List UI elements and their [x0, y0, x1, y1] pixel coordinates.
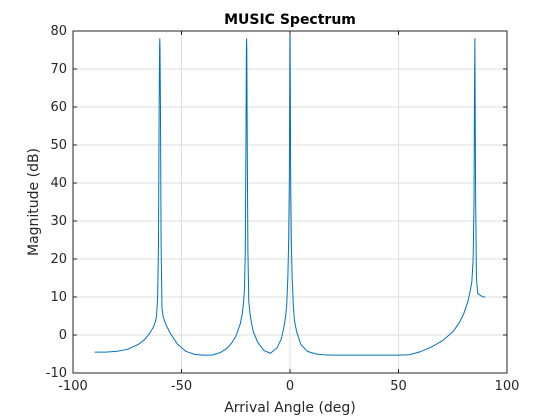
x-tick-label: 100 — [495, 379, 520, 394]
x-tick-label: -100 — [58, 379, 88, 394]
spectrum-line — [94, 34, 486, 356]
x-axis-label: Arrival Angle (deg) — [224, 400, 356, 416]
y-tick-label: 60 — [50, 100, 67, 115]
y-tick-label: -10 — [46, 366, 67, 381]
y-tick-label: 10 — [50, 290, 67, 305]
y-tick-label: 20 — [50, 252, 67, 267]
x-tick-label: 0 — [286, 379, 294, 394]
y-tick-label: 0 — [59, 328, 67, 343]
chart-title: MUSIC Spectrum — [224, 12, 356, 28]
x-tick-label: -50 — [171, 379, 192, 394]
y-tick-label: 80 — [50, 24, 67, 39]
y-tick-label: 30 — [50, 214, 67, 229]
tick-marks — [72, 30, 508, 374]
y-tick-label: 70 — [50, 62, 67, 77]
y-axis-label: Magnitude (dB) — [26, 148, 42, 256]
y-tick-label: 40 — [50, 176, 67, 191]
series-layer — [94, 34, 486, 356]
y-tick-label: 50 — [50, 138, 67, 153]
x-tick-label: 50 — [390, 379, 407, 394]
